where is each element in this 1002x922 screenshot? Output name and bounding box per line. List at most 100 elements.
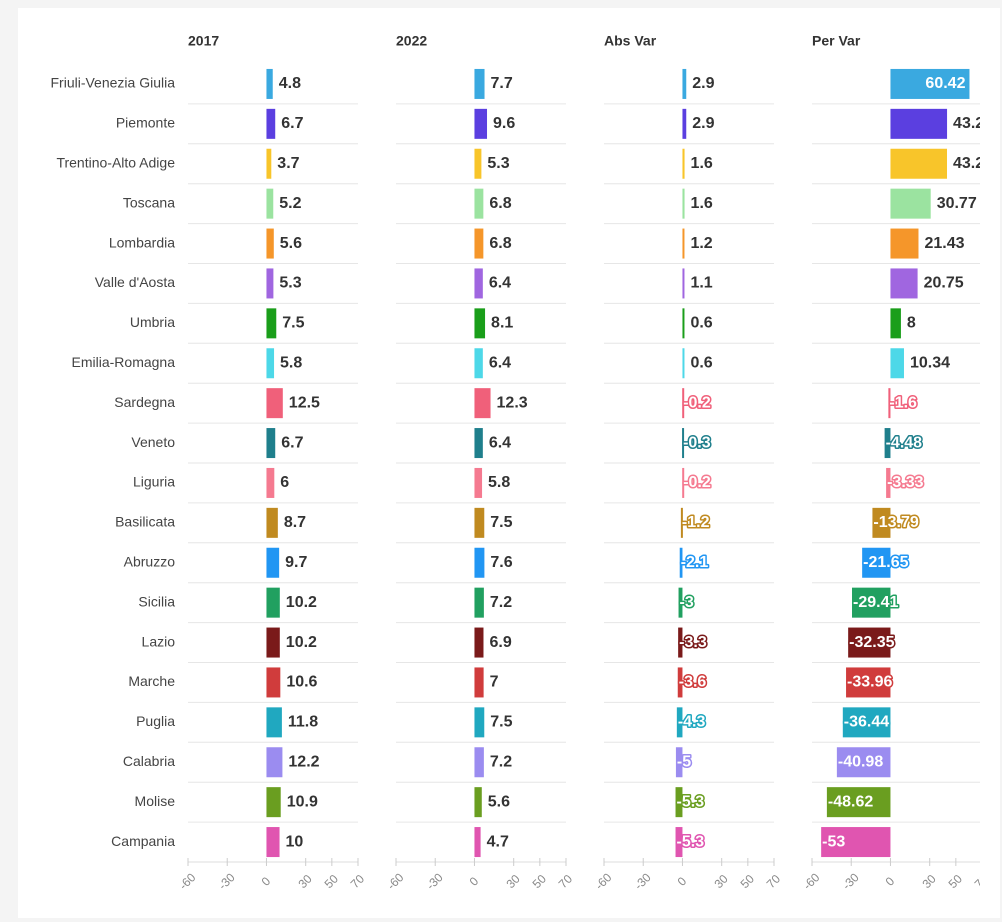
bar: [266, 148, 272, 179]
bar: [266, 428, 276, 459]
value-label: -33.96: [847, 674, 892, 691]
bar: [682, 148, 685, 179]
bar: [682, 68, 687, 99]
bar: [884, 428, 891, 459]
x-tick-label: 0: [883, 874, 898, 889]
bar: [678, 587, 683, 618]
value-label: 6.9: [489, 634, 511, 651]
value-label: 6.7: [281, 115, 303, 132]
value-label: -2.1: [681, 554, 709, 571]
bar: [680, 507, 683, 538]
value-label: 3.7: [277, 155, 299, 172]
category-label: Friuli-Venezia Giulia: [51, 75, 176, 91]
panel-title: Per Var: [812, 33, 861, 49]
value-label: 8.7: [284, 514, 306, 531]
bar: [890, 148, 948, 179]
value-label: 1.6: [691, 155, 713, 172]
value-label: 0.6: [690, 354, 712, 371]
value-label: -53: [822, 833, 845, 850]
bar: [682, 388, 685, 419]
category-label: Campania: [111, 833, 175, 849]
category-label: Lazio: [142, 633, 176, 649]
bar: [682, 268, 685, 299]
x-tick-label: -30: [424, 870, 446, 892]
bar: [677, 667, 683, 698]
value-label: 5.8: [280, 354, 302, 371]
bar: [675, 827, 683, 858]
value-label: -0.3: [683, 434, 711, 451]
value-label: -5: [677, 753, 691, 770]
bar: [474, 68, 485, 99]
category-label: Molise: [135, 793, 176, 809]
category-label: Emilia-Romagna: [72, 354, 176, 370]
category-label: Lombardia: [109, 234, 175, 250]
value-label: -5.3: [677, 833, 705, 850]
category-label: Liguria: [133, 474, 175, 490]
bar: [890, 268, 918, 299]
x-tick-label: 70: [348, 872, 368, 892]
bar: [890, 308, 901, 339]
value-label: 1.1: [690, 275, 712, 292]
value-label: 7.2: [490, 753, 512, 770]
value-label: 1.2: [690, 235, 712, 252]
value-label: 7.2: [490, 594, 512, 611]
value-label: 6.4: [489, 354, 511, 371]
value-label: 0.6: [690, 315, 712, 332]
x-tick-label: -60: [800, 870, 822, 892]
x-tick-label: 0: [467, 874, 482, 889]
value-label: 9.6: [493, 115, 515, 132]
value-label: 7: [490, 674, 499, 691]
value-label: 60.42: [925, 75, 965, 92]
x-tick-label: 50: [322, 872, 342, 892]
bar: [474, 587, 484, 618]
value-label: 10.2: [286, 594, 317, 611]
x-tick-label: 70: [556, 872, 576, 892]
value-label: 12.3: [497, 394, 528, 411]
value-label: -0.2: [683, 394, 711, 411]
value-label: 10: [286, 833, 304, 850]
bar: [266, 827, 280, 858]
value-label: 2.9: [692, 75, 714, 92]
bar: [266, 627, 280, 658]
value-label: 1.6: [691, 195, 713, 212]
bar: [682, 348, 685, 379]
x-tick-label: 0: [675, 874, 690, 889]
value-label: -13.79: [873, 514, 918, 531]
bar: [862, 547, 891, 578]
bar: [836, 747, 891, 778]
value-label: 7.5: [490, 714, 512, 731]
category-label: Basilicata: [115, 514, 175, 530]
bar: [890, 108, 948, 139]
bar: [474, 547, 485, 578]
value-label: 2.9: [692, 115, 714, 132]
bar: [842, 707, 891, 738]
bar: [682, 308, 685, 339]
value-label: -3.3: [679, 634, 707, 651]
value-label: 6.8: [489, 195, 511, 212]
bar: [886, 467, 891, 498]
value-label: 43.28: [953, 115, 993, 132]
value-label: 6.7: [281, 434, 303, 451]
value-label: 10.6: [286, 674, 317, 691]
value-label: -4.3: [678, 714, 706, 731]
x-tick-label: -30: [632, 870, 654, 892]
category-label: Calabria: [123, 753, 175, 769]
plot-area: Friuli-Venezia Giulia Piemonte Trentino-Al…: [51, 33, 993, 892]
value-label: 6.8: [489, 235, 511, 252]
bar: [266, 228, 274, 259]
value-label: 5.3: [279, 275, 301, 292]
bar: [266, 68, 273, 99]
value-label: -21.65: [863, 554, 908, 571]
x-tick-label: 30: [919, 872, 939, 892]
bar: [888, 388, 891, 419]
value-label: 6: [280, 474, 289, 491]
x-tick-label: -60: [592, 870, 614, 892]
bar: [474, 228, 484, 259]
value-label: 21.43: [924, 235, 964, 252]
panel-title: 2017: [188, 33, 219, 49]
category-label: Puglia: [136, 713, 175, 729]
x-tick-label: 30: [711, 872, 731, 892]
value-label: 5.8: [488, 474, 510, 491]
bar: [682, 467, 685, 498]
value-label: 5.3: [487, 155, 509, 172]
